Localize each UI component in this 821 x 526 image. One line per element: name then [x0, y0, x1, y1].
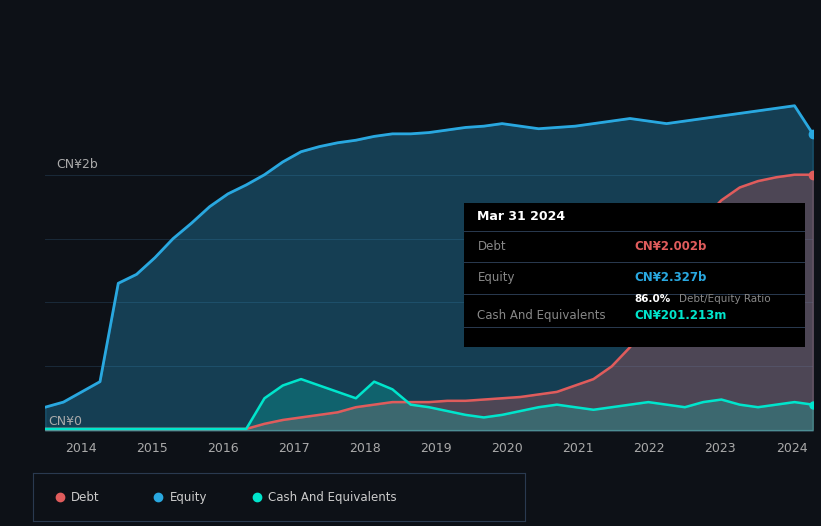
Text: Mar 31 2024: Mar 31 2024 [478, 210, 566, 224]
Text: Debt: Debt [71, 491, 100, 503]
Text: CN¥201.213m: CN¥201.213m [635, 309, 727, 322]
Text: CN¥0: CN¥0 [48, 414, 83, 428]
Text: 86.0%: 86.0% [635, 294, 671, 304]
Text: Equity: Equity [478, 271, 515, 284]
Text: Equity: Equity [170, 491, 207, 503]
Text: Debt/Equity Ratio: Debt/Equity Ratio [678, 294, 770, 304]
Text: Cash And Equivalents: Cash And Equivalents [268, 491, 397, 503]
Text: CN¥2.327b: CN¥2.327b [635, 271, 707, 284]
Text: CN¥2.002b: CN¥2.002b [635, 240, 707, 253]
Text: Debt: Debt [478, 240, 506, 253]
Text: Cash And Equivalents: Cash And Equivalents [478, 309, 606, 322]
Text: CN¥2b: CN¥2b [56, 158, 98, 171]
